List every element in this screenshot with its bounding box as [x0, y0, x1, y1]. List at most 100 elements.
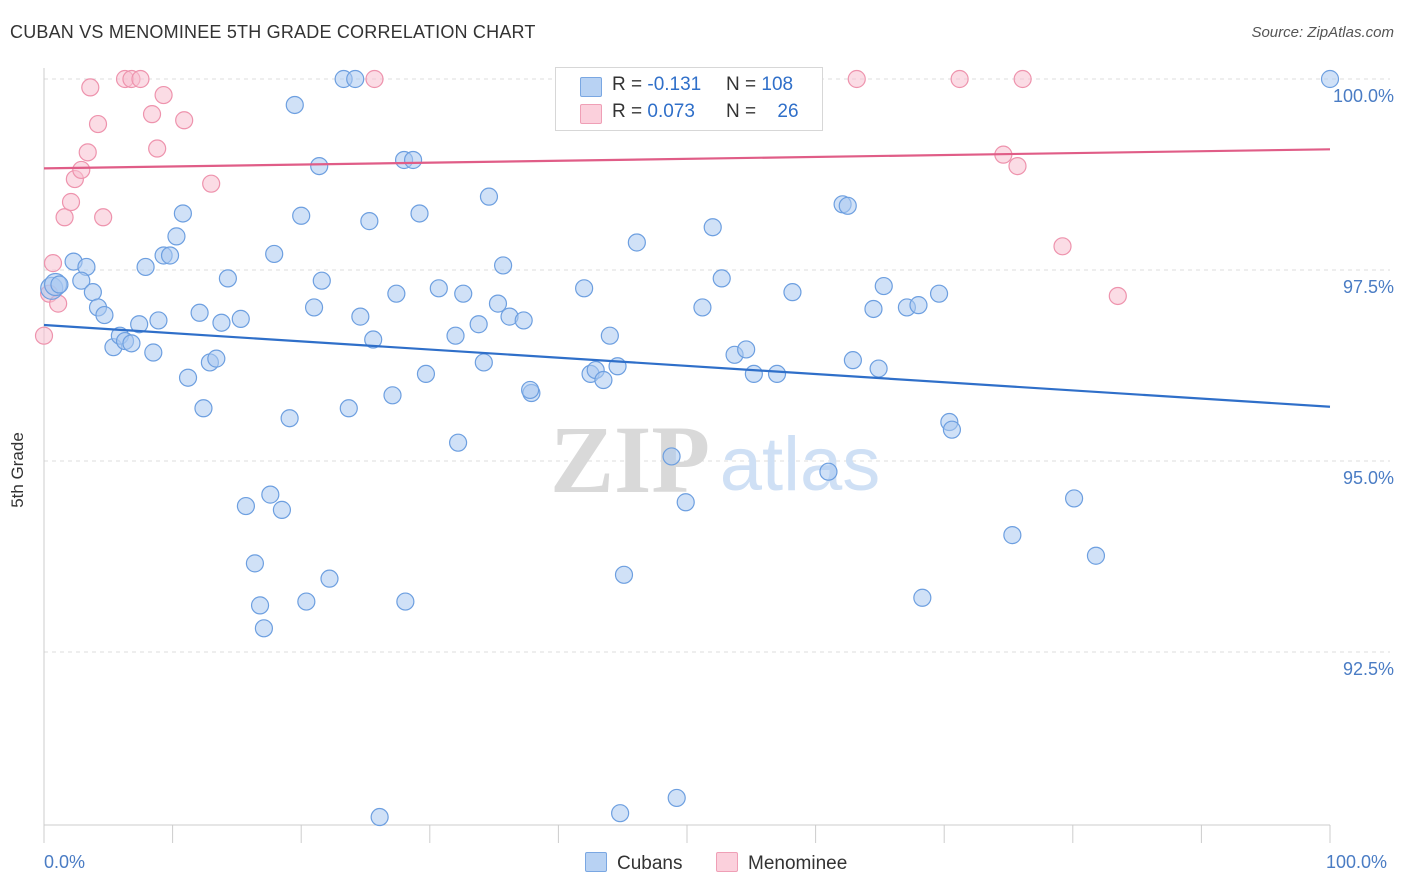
cubans-point: [387, 284, 406, 303]
legend-swatch-menominee: [580, 104, 602, 124]
series-legend-cubans: Cubans: [585, 852, 683, 875]
cubans-trend-line: [43, 323, 1331, 408]
cubans-point: [942, 420, 962, 439]
cubans-point: [783, 283, 802, 302]
cubans-point: [869, 359, 888, 378]
cubans-point: [95, 305, 114, 325]
cubans-point: [843, 351, 862, 370]
cubans-point: [160, 246, 180, 265]
legend-r-cubans: R = -0.131: [612, 74, 702, 95]
series-label-menominee: Menominee: [748, 853, 848, 874]
menominee-point: [154, 85, 173, 105]
cubans-point: [320, 569, 339, 588]
menominee-point: [175, 111, 194, 130]
cubans-point: [364, 330, 383, 349]
cubans-point: [667, 788, 686, 808]
axes: [43, 68, 1331, 843]
menominee-points: [34, 69, 1127, 345]
cubans-point: [446, 326, 465, 345]
cubans-point: [469, 315, 488, 334]
cubans-point: [864, 299, 883, 319]
cubans-point: [292, 206, 311, 225]
menominee-point: [1008, 156, 1027, 176]
series-legend: Cubans Menominee: [0, 852, 1406, 878]
y-axis-label: 5th Grade: [8, 432, 27, 508]
menominee-point: [43, 254, 63, 273]
cubans-point: [212, 313, 231, 332]
cubans-point: [265, 244, 284, 264]
cubans-point: [909, 296, 928, 315]
menominee-point: [94, 208, 113, 227]
menominee-point: [365, 69, 384, 89]
cubans-point: [488, 294, 508, 313]
y-tick-label: 92.5%: [1342, 659, 1394, 679]
cubans-point: [304, 298, 324, 317]
cubans-point: [479, 187, 499, 206]
cubans-point: [693, 298, 712, 317]
menominee-point: [1108, 286, 1127, 306]
cubans-point: [514, 311, 533, 330]
cubans-point: [370, 807, 389, 827]
cubans-point: [410, 204, 429, 223]
menominee-point: [1053, 237, 1072, 256]
cubans-point: [627, 233, 646, 252]
menominee-point: [148, 139, 167, 158]
cubans-point: [50, 275, 69, 294]
menominee-point: [72, 160, 91, 180]
cubans-point: [929, 284, 949, 303]
series-label-cubans: Cubans: [617, 853, 683, 874]
legend-r-menominee: R = 0.073: [612, 101, 695, 122]
cubans-point: [737, 340, 756, 359]
cubans-point: [838, 196, 857, 215]
y-tick-label: 95.0%: [1342, 468, 1394, 488]
cubans-point: [448, 433, 468, 452]
cubans-point: [190, 303, 209, 322]
cubans-point: [1003, 526, 1022, 545]
legend-swatch-cubans: [580, 77, 602, 97]
legend-n-value-menominee: 26: [777, 101, 799, 122]
cubans-point: [416, 364, 436, 384]
cubans-point: [144, 343, 163, 362]
cubans-point: [312, 271, 331, 290]
legend-r-value-cubans: -0.131: [647, 74, 702, 95]
cubans-point: [429, 279, 448, 298]
cubans-point: [913, 588, 932, 607]
menominee-point: [142, 105, 162, 124]
legend-r-value-menominee: 0.073: [647, 101, 695, 122]
menominee-point: [78, 143, 97, 162]
cubans-point: [346, 69, 365, 89]
cubans-point: [396, 592, 415, 611]
cubans-point: [122, 334, 141, 353]
cubans-point: [218, 269, 237, 288]
series-legend-menominee: Menominee: [716, 852, 847, 875]
cubans-point: [819, 462, 838, 481]
cubans-point: [310, 156, 329, 176]
cubans-point: [173, 204, 192, 223]
series-swatch-menominee: [716, 852, 738, 872]
cubans-point: [351, 307, 370, 326]
cubans-point: [494, 256, 513, 275]
source-label: Source: ZipAtlas.com: [1251, 24, 1394, 41]
cubans-point: [297, 592, 316, 611]
cubans-point: [874, 276, 893, 296]
cubans-point: [703, 218, 722, 237]
series-swatch-cubans: [585, 852, 607, 872]
cubans-point: [575, 279, 594, 298]
cubans-point: [149, 311, 168, 330]
cubans-point: [594, 370, 613, 390]
watermark-atlas: atlas: [720, 422, 881, 507]
menominee-point: [202, 174, 221, 193]
cubans-point: [403, 150, 423, 170]
cubans-point: [1086, 546, 1106, 565]
cubans-point: [231, 309, 250, 328]
menominee-point: [55, 208, 74, 227]
cubans-point: [600, 326, 619, 345]
menominee-point: [88, 114, 108, 134]
menominee-trend-line: [43, 148, 1331, 170]
y-tick-label: 100.0%: [1332, 86, 1394, 106]
cubans-point: [521, 380, 540, 400]
cubans-point: [744, 364, 763, 384]
cubans-point: [383, 386, 402, 405]
cubans-point: [194, 399, 213, 418]
menominee-point: [34, 326, 54, 345]
